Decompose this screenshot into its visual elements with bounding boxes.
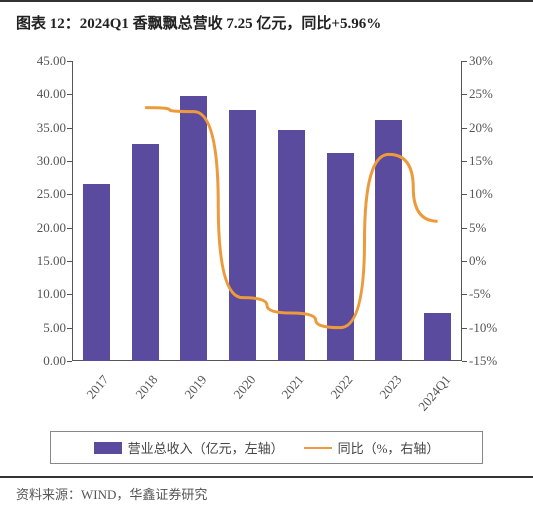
line-series [145,108,438,328]
tick-mark-right [462,61,467,62]
tick-mark-left [67,94,72,95]
tick-mark-right [462,294,467,295]
line-svg [72,61,462,361]
x-tick-label: 2018 [111,372,162,428]
footer-source: 资料来源：WIND，华鑫证券研究 [0,476,533,509]
y-right-tick-label: 20% [469,120,527,136]
chart-container: 图表 12：2024Q1 香飘飘总营收 7.25 亿元，同比+5.96% 0.0… [0,0,533,506]
x-tick-label: 2023 [354,372,405,428]
tick-mark-right [462,161,467,162]
tick-mark-left [67,61,72,62]
y-right-tick-label: 15% [469,153,527,169]
tick-mark-left [67,161,72,162]
tick-mark-left [67,328,72,329]
plot-inner [72,61,462,361]
y-left-tick-label: 40.00 [8,86,66,102]
tick-mark-left [67,228,72,229]
legend-item-line: 同比（%，右轴） [304,438,440,457]
legend-item-bar: 营业总收入（亿元，左轴） [94,438,284,457]
tick-mark-right [462,128,467,129]
tick-mark-right [462,228,467,229]
y-axis-right: -15%-10%-5%0%5%10%15%20%25%30% [465,61,525,361]
x-axis-labels: 20172018201920202021202220232024Q1 [72,366,462,426]
x-tick-label: 2019 [159,372,210,428]
legend-bar-label: 营业总收入（亿元，左轴） [128,438,284,457]
y-right-tick-label: -15% [469,353,527,369]
y-right-tick-label: 10% [469,186,527,202]
y-right-tick-label: 5% [469,220,527,236]
x-tick-label: 2020 [208,372,259,428]
x-tick-label: 2021 [257,372,308,428]
y-right-tick-label: 25% [469,86,527,102]
y-left-tick-label: 25.00 [8,186,66,202]
y-left-tick-label: 0.00 [8,353,66,369]
y-axis-left: 0.005.0010.0015.0020.0025.0030.0035.0040… [0,61,70,361]
y-left-tick-label: 45.00 [8,53,66,69]
tick-mark-right [462,361,467,362]
y-left-tick-label: 5.00 [8,320,66,336]
y-right-tick-label: 0% [469,253,527,269]
tick-mark-left [67,294,72,295]
tick-mark-left [67,194,72,195]
legend-line-label: 同比（%，右轴） [338,438,440,457]
x-tick-label: 2024Q1 [403,372,454,428]
y-left-tick-label: 30.00 [8,153,66,169]
x-tick-label: 2022 [306,372,357,428]
tick-mark-left [67,261,72,262]
tick-mark-left [67,361,72,362]
y-left-tick-label: 10.00 [8,286,66,302]
chart-title: 图表 12：2024Q1 香飘飘总营收 7.25 亿元，同比+5.96% [0,0,533,41]
tick-mark-left [67,128,72,129]
y-right-tick-label: -5% [469,286,527,302]
legend-swatch-bar [94,442,122,454]
y-right-tick-label: 30% [469,53,527,69]
y-right-tick-label: -10% [469,320,527,336]
tick-mark-right [462,94,467,95]
legend-swatch-line [304,447,332,449]
y-left-tick-label: 15.00 [8,253,66,269]
tick-mark-right [462,194,467,195]
x-tick-label: 2017 [62,372,113,428]
y-left-tick-label: 35.00 [8,120,66,136]
plot-area: 0.00 5.00 10.00 15.00 20.00 25.00 30.00 35.00 40… [0,51,533,421]
tick-mark-right [462,328,467,329]
tick-mark-right [462,261,467,262]
y-left-tick-label: 20.00 [8,220,66,236]
legend: 营业总收入（亿元，左轴） 同比（%，右轴） [50,431,483,464]
